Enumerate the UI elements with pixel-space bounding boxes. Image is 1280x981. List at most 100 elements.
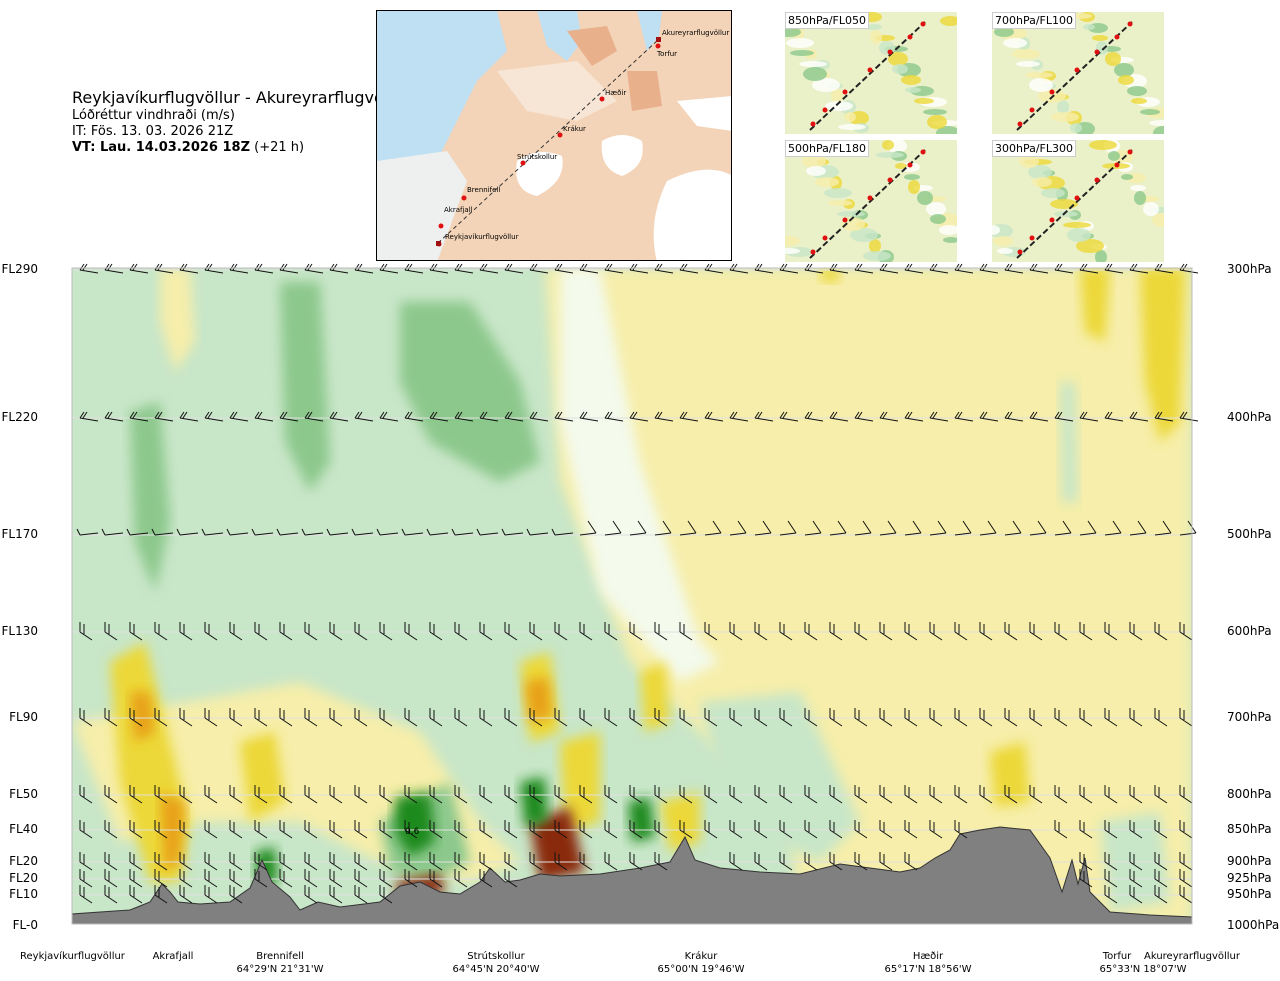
panel-route-point bbox=[920, 149, 926, 155]
wind-barb bbox=[529, 411, 549, 422]
wind-barb bbox=[779, 708, 793, 727]
wind-barb bbox=[679, 520, 697, 536]
panel-field-patch bbox=[1041, 188, 1065, 198]
wind-barb bbox=[454, 263, 474, 274]
wind-barb bbox=[904, 520, 922, 536]
wind-barb bbox=[654, 820, 668, 839]
velocity-contour-region bbox=[640, 662, 670, 732]
right-axis-label: 900hPa bbox=[1227, 854, 1272, 868]
wind-barb bbox=[829, 820, 843, 839]
wind-barb bbox=[829, 852, 843, 871]
panel-field-patch bbox=[930, 214, 946, 224]
map-route-point bbox=[461, 195, 467, 201]
panel-field-patch bbox=[870, 30, 882, 44]
wind-barb bbox=[679, 785, 693, 804]
location-name: Akrafjall bbox=[152, 951, 194, 962]
wind-barb bbox=[454, 411, 474, 422]
panel-850hpa-label: 850hPa/FL050 bbox=[785, 12, 870, 29]
wind-barb bbox=[829, 785, 843, 804]
panel-field-patch bbox=[806, 166, 826, 176]
panel-route-point bbox=[842, 89, 848, 95]
wind-barb bbox=[979, 520, 997, 536]
wind-barb bbox=[504, 869, 518, 888]
wind-barb bbox=[479, 852, 493, 871]
wind-barb bbox=[629, 520, 647, 536]
wind-barb bbox=[779, 820, 793, 839]
panel-field-patch bbox=[1019, 154, 1039, 168]
valid-time-offset: (+21 h) bbox=[254, 140, 305, 155]
left-axis-label: FL10 bbox=[9, 887, 38, 901]
panel-route-point bbox=[1074, 195, 1080, 201]
wind-barb bbox=[379, 785, 393, 804]
map-label-haedir: Hæðir bbox=[605, 89, 626, 97]
wind-barb bbox=[354, 852, 368, 871]
wind-barb bbox=[804, 708, 818, 727]
panel-field-patch bbox=[1063, 222, 1091, 228]
wind-barb bbox=[1104, 885, 1118, 904]
wind-barb bbox=[854, 622, 868, 641]
wind-barb bbox=[704, 263, 724, 274]
wind-barb bbox=[1129, 785, 1143, 804]
location-coordinate: 65°33'N 18°07'W bbox=[1099, 964, 1187, 975]
wind-barb bbox=[904, 820, 918, 839]
wind-barb bbox=[154, 622, 168, 641]
wind-barb bbox=[379, 869, 393, 888]
panel-field-patch bbox=[940, 16, 957, 26]
wind-barb bbox=[554, 622, 568, 641]
panel-route-point bbox=[1029, 107, 1035, 113]
wind-barb bbox=[879, 622, 893, 641]
panel-field-patch bbox=[863, 251, 891, 261]
valid-time-bold: VT: Lau. 14.03.2026 18Z bbox=[72, 140, 251, 155]
wind-barb bbox=[479, 820, 493, 839]
wind-barb bbox=[504, 411, 524, 422]
wind-barb bbox=[1129, 263, 1149, 274]
panel-route-point bbox=[1017, 249, 1023, 255]
wind-barb bbox=[379, 708, 393, 727]
wind-barb bbox=[504, 263, 524, 274]
panel-field-patch bbox=[1092, 35, 1108, 41]
velocity-contour-region bbox=[1080, 268, 1110, 342]
route-map-svg: Akureyrarflugvöllur Torfur Hæðir Krákur … bbox=[377, 11, 731, 260]
wind-barb bbox=[101, 528, 124, 536]
map-route-point bbox=[520, 160, 526, 166]
wind-barb bbox=[79, 885, 93, 904]
wind-barb bbox=[404, 708, 418, 727]
right-axis-label: 400hPa bbox=[1227, 410, 1272, 424]
wind-barb bbox=[1154, 411, 1174, 422]
wind-barb bbox=[79, 820, 93, 839]
wind-barb bbox=[754, 852, 768, 871]
wind-barb bbox=[754, 708, 768, 727]
wind-barb bbox=[279, 869, 293, 888]
wind-barb bbox=[104, 785, 118, 804]
panel-route-point bbox=[887, 177, 893, 183]
wind-barb bbox=[379, 852, 393, 871]
wind-barb bbox=[929, 622, 943, 641]
panel-field-patch bbox=[1108, 151, 1120, 161]
wind-barb bbox=[1079, 622, 1093, 641]
wind-barb bbox=[354, 411, 374, 422]
panel-route-point bbox=[867, 67, 873, 73]
wind-barb bbox=[479, 785, 493, 804]
wind-barb bbox=[279, 820, 293, 839]
wind-barb bbox=[451, 528, 474, 536]
location-coordinate: 64°29'N 21°31'W bbox=[236, 964, 324, 975]
velocity-contour-region bbox=[545, 268, 1192, 924]
panel-field-patch bbox=[1089, 140, 1117, 150]
wind-barb bbox=[129, 622, 143, 641]
location-name: Reykjavíkurflugvöllur bbox=[20, 951, 125, 962]
wind-barb bbox=[629, 411, 649, 422]
wind-barb bbox=[979, 622, 993, 641]
wind-barb bbox=[254, 263, 274, 274]
map-label-akrafjall: Akrafjall bbox=[444, 206, 473, 214]
wind-barb bbox=[854, 520, 872, 536]
wind-barb bbox=[104, 263, 124, 274]
panel-field-patch bbox=[1121, 174, 1133, 180]
wind-barb bbox=[1104, 785, 1118, 804]
wind-barb bbox=[929, 411, 949, 422]
panel-field-patch bbox=[1025, 72, 1053, 78]
wind-barb bbox=[1179, 263, 1199, 274]
wind-barb bbox=[904, 785, 918, 804]
wind-barb bbox=[476, 528, 499, 536]
wind-barb bbox=[629, 622, 643, 641]
wind-barb bbox=[629, 852, 643, 871]
